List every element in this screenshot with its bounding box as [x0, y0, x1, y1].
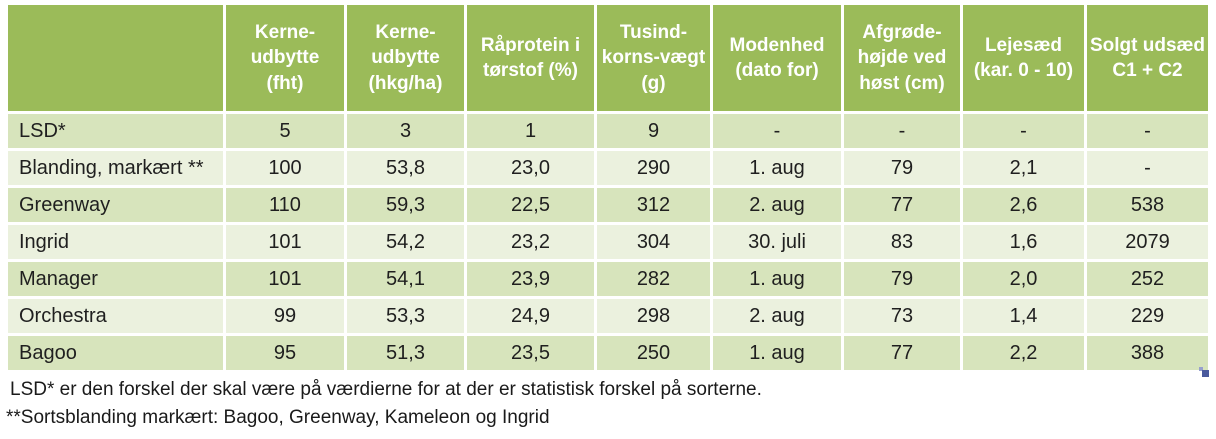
cell: 252 — [1087, 262, 1208, 296]
cell: 77 — [844, 188, 960, 222]
cell: - — [963, 114, 1084, 148]
cell: 2,1 — [963, 151, 1084, 185]
row-label: Ingrid — [8, 225, 223, 259]
cell: 298 — [597, 299, 710, 333]
col-header-tusindkornsvaegt: Tusind- korns-vægt (g) — [597, 5, 710, 111]
row-label: Blanding, markært ** — [8, 151, 223, 185]
cell: 1. aug — [713, 151, 841, 185]
cell: 53,3 — [347, 299, 464, 333]
cell: 229 — [1087, 299, 1208, 333]
footnote-sortsblanding: **Sortsblanding markært: Bagoo, Greenway… — [6, 407, 550, 428]
cell: - — [1087, 114, 1208, 148]
cell: 5 — [226, 114, 344, 148]
table-row-greenway: Greenway 110 59,3 22,5 312 2. aug 77 2,6… — [8, 188, 1208, 222]
cell: 2,2 — [963, 336, 1084, 370]
cell: 250 — [597, 336, 710, 370]
cell: 312 — [597, 188, 710, 222]
cell: 24,9 — [467, 299, 594, 333]
col-header-kerneudbytte-hkgha: Kerne- udbytte (hkg/ha) — [347, 5, 464, 111]
resize-handle-dark-square — [1202, 370, 1209, 377]
cell: 59,3 — [347, 188, 464, 222]
col-header-empty — [8, 5, 223, 111]
cell: 99 — [226, 299, 344, 333]
resize-handle-light-square — [1199, 367, 1203, 371]
cell: 51,3 — [347, 336, 464, 370]
col-header-modenhed: Modenhed (dato for) — [713, 5, 841, 111]
table-row-ingrid: Ingrid 101 54,2 23,2 304 30. juli 83 1,6… — [8, 225, 1208, 259]
cell: 79 — [844, 262, 960, 296]
cell: 1,4 — [963, 299, 1084, 333]
cell: 538 — [1087, 188, 1208, 222]
row-label: Greenway — [8, 188, 223, 222]
cell: 95 — [226, 336, 344, 370]
col-header-solgt-udsaed: Solgt udsæd C1 + C2 — [1087, 5, 1208, 111]
cell: 2. aug — [713, 299, 841, 333]
cell: 23,0 — [467, 151, 594, 185]
row-label: LSD* — [8, 114, 223, 148]
cell: - — [844, 114, 960, 148]
cell: 54,1 — [347, 262, 464, 296]
row-label: Bagoo — [8, 336, 223, 370]
cell: 73 — [844, 299, 960, 333]
col-header-kerneudbytte-fht: Kerne- udbytte (fht) — [226, 5, 344, 111]
cell: - — [713, 114, 841, 148]
cell: 101 — [226, 225, 344, 259]
cell: 9 — [597, 114, 710, 148]
cell: 2,0 — [963, 262, 1084, 296]
cell: 77 — [844, 336, 960, 370]
cell: 23,2 — [467, 225, 594, 259]
cell: 23,9 — [467, 262, 594, 296]
table-row-bagoo: Bagoo 95 51,3 23,5 250 1. aug 77 2,2 388 — [8, 336, 1208, 370]
cell: 22,5 — [467, 188, 594, 222]
table-row-lsd: LSD* 5 3 1 9 - - - - — [8, 114, 1208, 148]
row-label: Manager — [8, 262, 223, 296]
variety-trial-table: Kerne- udbytte (fht) Kerne- udbytte (hkg… — [5, 2, 1211, 373]
cell: 290 — [597, 151, 710, 185]
cell: 1,6 — [963, 225, 1084, 259]
cell: 79 — [844, 151, 960, 185]
cell: 100 — [226, 151, 344, 185]
cell: 1. aug — [713, 262, 841, 296]
cell: 2,6 — [963, 188, 1084, 222]
cell: 2. aug — [713, 188, 841, 222]
cell: 53,8 — [347, 151, 464, 185]
cell: - — [1087, 151, 1208, 185]
cell: 30. juli — [713, 225, 841, 259]
cell: 304 — [597, 225, 710, 259]
table-row-blanding: Blanding, markært ** 100 53,8 23,0 290 1… — [8, 151, 1208, 185]
cell: 1 — [467, 114, 594, 148]
table-row-manager: Manager 101 54,1 23,9 282 1. aug 79 2,0 … — [8, 262, 1208, 296]
cell: 110 — [226, 188, 344, 222]
table-row-orchestra: Orchestra 99 53,3 24,9 298 2. aug 73 1,4… — [8, 299, 1208, 333]
cell: 101 — [226, 262, 344, 296]
row-label: Orchestra — [8, 299, 223, 333]
cell: 83 — [844, 225, 960, 259]
cell: 282 — [597, 262, 710, 296]
cell: 3 — [347, 114, 464, 148]
cell: 388 — [1087, 336, 1208, 370]
cell: 23,5 — [467, 336, 594, 370]
col-header-afgroedehoejde: Afgrøde- højde ved høst (cm) — [844, 5, 960, 111]
col-header-lejesaed: Lejesæd (kar. 0 - 10) — [963, 5, 1084, 111]
table-resize-handle-icon[interactable] — [1198, 365, 1209, 377]
col-header-raaprotein: Råprotein i tørstof (%) — [467, 5, 594, 111]
footnote-lsd: LSD* er den forskel der skal være på vær… — [10, 379, 762, 400]
cell: 2079 — [1087, 225, 1208, 259]
cell: 1. aug — [713, 336, 841, 370]
cell: 54,2 — [347, 225, 464, 259]
header-row: Kerne- udbytte (fht) Kerne- udbytte (hkg… — [8, 5, 1208, 111]
